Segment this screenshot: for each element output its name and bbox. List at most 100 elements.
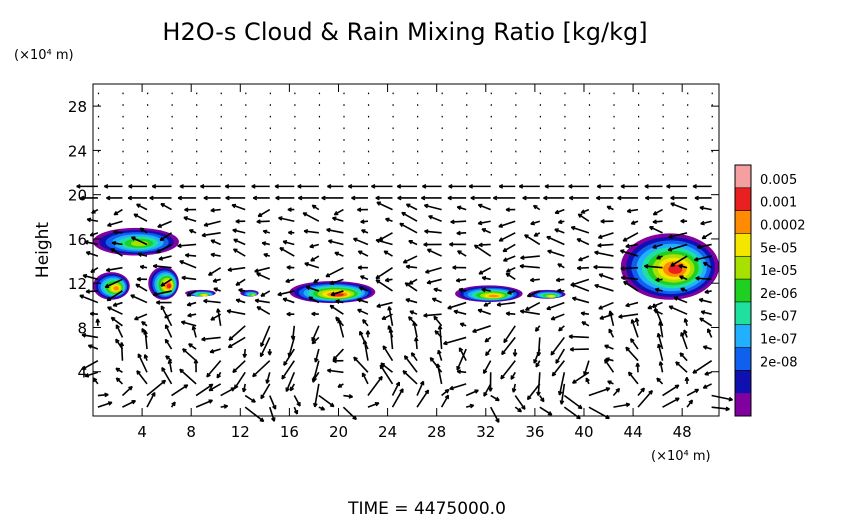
wind-vector <box>527 290 541 298</box>
y-axis-label: Height <box>33 222 53 279</box>
wind-vector <box>325 266 344 278</box>
wind-vector-head <box>335 316 340 322</box>
cloud-region <box>240 289 259 297</box>
wind-vector <box>649 226 663 234</box>
wind-vector <box>357 298 369 304</box>
wind-vector-head <box>557 263 562 268</box>
wind-vector <box>453 310 467 315</box>
wind-vector <box>141 328 148 338</box>
wind-vector <box>381 313 393 320</box>
wind-vector <box>133 213 148 222</box>
wind-vector-head <box>580 209 586 214</box>
wind-vector-head <box>157 223 162 228</box>
wind-vector <box>260 383 271 400</box>
wind-vector-head <box>557 390 563 396</box>
wind-vector <box>327 369 344 374</box>
wind-vector-head <box>598 305 603 310</box>
wind-vector-head <box>235 298 241 303</box>
wind-vector <box>279 247 295 257</box>
wind-vector-head <box>483 302 489 307</box>
wind-vector-head <box>525 306 530 311</box>
wind-vector-head <box>137 252 143 257</box>
wind-vector-head <box>421 195 426 201</box>
wind-vector-head <box>274 183 279 189</box>
wind-vector-head <box>313 278 318 284</box>
wind-vector <box>106 290 123 302</box>
wind-vector-head <box>128 183 133 189</box>
wind-vector-head <box>474 389 479 394</box>
wind-vector <box>598 301 614 310</box>
wind-vector-head <box>213 287 218 292</box>
wind-vector-head <box>282 240 288 245</box>
wind-vector-head <box>456 230 461 236</box>
wind-vector-head <box>484 337 490 343</box>
wind-vector <box>554 228 565 234</box>
wind-vector-head <box>625 243 630 249</box>
wind-vector <box>456 348 467 371</box>
wind-vector-head <box>160 282 166 287</box>
colorbar-swatch <box>735 301 751 326</box>
wind-vector-head <box>232 248 238 253</box>
wind-vector <box>478 266 492 275</box>
wind-vector-head <box>103 183 109 189</box>
wind-vector-head <box>608 328 613 334</box>
wind-vector-head <box>305 285 311 291</box>
wind-vector-head <box>550 350 555 356</box>
wind-vector-head <box>526 292 532 298</box>
wind-vector-head <box>688 399 694 405</box>
wind-vector-head <box>704 289 709 294</box>
wind-vector-head <box>232 228 237 234</box>
wind-vector <box>472 325 491 333</box>
wind-vector <box>659 361 664 373</box>
colorbar-swatch <box>735 233 751 257</box>
wind-vector-head <box>434 330 440 335</box>
wind-vector-head <box>452 265 457 270</box>
wind-vector <box>357 308 369 315</box>
wind-vector-head <box>699 205 704 211</box>
y-tick-label: 12 <box>68 275 87 293</box>
wind-vector <box>378 232 393 241</box>
wind-vector-head <box>177 243 182 249</box>
wind-vector <box>226 309 246 315</box>
y-tick-label: 28 <box>68 98 87 116</box>
wind-vector-head <box>419 380 425 386</box>
wind-vector-head <box>395 381 401 387</box>
wind-vector <box>490 394 500 402</box>
wind-vector-head <box>155 300 161 305</box>
wind-vector-head <box>495 396 500 402</box>
wind-vector-head <box>485 351 490 357</box>
wind-vector-head <box>161 367 166 372</box>
wind-vector <box>483 383 492 397</box>
wind-vector-head <box>652 219 657 225</box>
wind-vector <box>498 220 516 228</box>
wind-vector-head <box>502 247 508 253</box>
wind-vector-head <box>164 324 170 329</box>
wind-vector-head <box>433 287 438 293</box>
wind-vector <box>160 202 172 211</box>
wind-vector <box>546 235 565 246</box>
wind-vector <box>424 230 442 234</box>
wind-vector <box>554 208 565 214</box>
wind-vector-head <box>134 315 139 321</box>
wind-vector-head <box>501 350 506 356</box>
wind-vector-head <box>399 388 404 393</box>
wind-vector-head <box>431 297 437 303</box>
wind-vector-head <box>297 183 302 189</box>
wind-vector-head <box>683 318 689 323</box>
wind-vector <box>86 290 98 293</box>
wind-vector <box>84 371 99 378</box>
wind-vector <box>546 301 565 310</box>
wind-vector <box>433 315 443 327</box>
wind-vector-head <box>186 301 192 307</box>
x-axis-unit: (×10⁴ m) <box>651 449 711 464</box>
wind-vector-head <box>505 272 511 278</box>
wind-vector <box>514 395 526 410</box>
wind-vector <box>555 348 566 364</box>
wind-vector <box>136 370 148 385</box>
wind-vector-head <box>459 322 465 327</box>
wind-vector <box>410 352 418 362</box>
wind-vector-head <box>180 320 186 325</box>
wind-vector <box>256 220 270 223</box>
wind-vector-head <box>630 220 636 225</box>
colorbar-swatch <box>735 187 751 211</box>
